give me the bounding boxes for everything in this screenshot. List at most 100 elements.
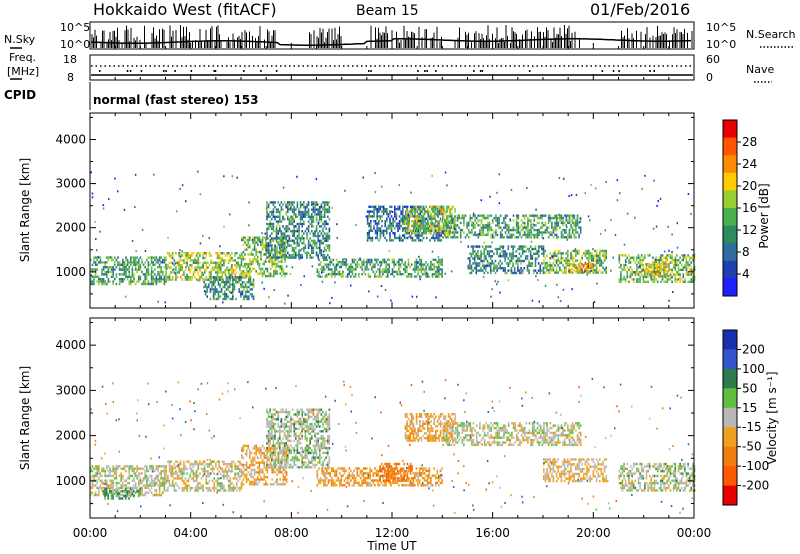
power-echo-cell [423,263,426,266]
power-echo-cell [439,261,442,264]
power-echo-cell [407,275,410,278]
power-echo-cell [136,270,138,274]
power-echo-cell [587,265,589,268]
power-echo-cell [130,282,132,286]
power-echo-cell [459,231,462,234]
power-echo-cell [199,268,201,272]
power-speckle [91,192,94,195]
velocity-echo-cell [141,489,143,492]
power-echo-cell [469,259,471,263]
power-echo-cell [399,265,402,269]
power-echo-cell [390,205,393,208]
power-echo-cell [311,213,313,216]
power-echo-cell [417,215,419,218]
power-echo-cell [382,229,385,232]
power-echo-cell [249,258,251,261]
power-echo-cell [383,261,386,264]
power-echo-cell [407,263,410,266]
power-echo-cell [253,243,256,247]
power-echo-cell [361,268,363,271]
power-echo-cell [415,224,418,228]
power-echo-cell [634,273,637,276]
power-echo-cell [301,215,303,218]
power-echo-cell [271,249,273,252]
power-echo-cell [419,215,421,218]
power-echo-cell [330,275,333,278]
power-echo-cell [285,225,287,228]
power-echo-cell [443,219,446,222]
power-echo-cell [674,256,677,259]
power-echo-cell [389,217,391,220]
power-echo-cell [421,239,423,242]
power-echo-cell [134,282,137,286]
power-echo-cell [327,268,330,271]
power-echo-cell [390,229,393,232]
velocity-echo-cell [163,489,166,492]
power-echo-cell [522,226,524,229]
velocity-echo-cell [120,484,122,487]
power-echo-cell [567,264,569,267]
power-echo-cell [491,219,494,222]
power-echo-cell [126,268,129,271]
power-echo-cell [267,215,270,218]
power-echo-cell [639,275,641,279]
power-echo-cell [435,212,437,216]
power-speckle [159,259,161,262]
velocity-echo-cell [147,484,150,487]
power-echo-cell [125,256,127,259]
power-echo-cell [152,270,154,274]
power-echo-cell [274,230,276,233]
power-echo-cell [447,229,450,232]
velocity-echo-cell [102,493,105,497]
power-echo-cell [230,297,232,301]
power-echo-cell [410,263,413,266]
power-echo-cell [488,264,490,267]
power-echo-cell [589,252,591,255]
velocity-echo-cell [106,479,108,482]
power-echo-cell [533,216,536,220]
power-echo-cell [443,210,445,213]
power-echo-cell [319,234,321,238]
velocity-echo-cell [109,467,111,470]
power-echo-cell [441,210,443,213]
power-echo-cell [267,237,270,240]
power-echo-cell [382,205,385,208]
power-echo-cell [258,250,261,254]
power-echo-cell [293,227,295,230]
power-echo-cell [394,236,396,240]
power-echo-cell [266,215,268,218]
velocity-echo-cell [94,465,97,468]
power-echo-cell [436,222,439,225]
power-echo-cell [571,216,574,220]
power-echo-cell [112,273,114,276]
power-echo-cell [646,270,649,273]
power-echo-cell [579,228,582,232]
power-echo-cell [486,245,489,248]
power-echo-cell [420,222,423,225]
power-echo-cell [575,228,577,232]
power-echo-cell [155,282,158,286]
power-echo-cell [428,275,431,278]
power-echo-cell [567,221,569,225]
power-echo-cell [533,224,536,227]
power-echo-cell [214,290,216,293]
power-echo-cell [276,253,278,256]
power-echo-cell [629,271,632,274]
power-echo-cell [541,252,543,255]
power-echo-cell [575,249,577,253]
power-echo-cell [115,282,118,286]
power-echo-cell [94,256,97,259]
power-echo-cell [281,246,283,249]
velocity-echo-cell [109,472,111,475]
power-echo-cell [629,261,632,264]
power-echo-cell [311,208,313,211]
power-echo-cell [541,216,544,220]
power-echo-cell [312,220,315,223]
power-echo-cell [368,234,370,237]
power-echo-cell [260,238,262,242]
power-echo-cell [320,215,323,218]
velocity-echo-cell [171,479,174,483]
power-echo-cell [329,261,331,264]
power-speckle [315,178,318,181]
power-echo-cell [348,265,351,269]
